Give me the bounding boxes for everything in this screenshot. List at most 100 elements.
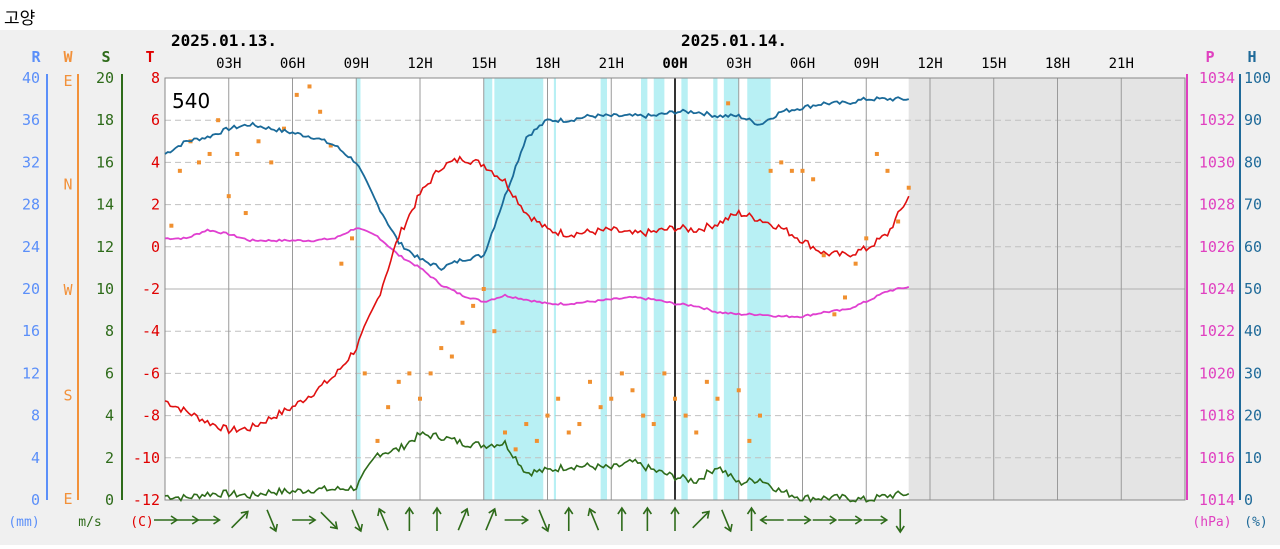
wind-dir-point: [864, 236, 869, 241]
wind-dir-point: [386, 405, 391, 410]
wind-dir-point: [715, 396, 720, 401]
wind-dir-point: [588, 379, 592, 384]
axis-tick-R: 28: [22, 196, 40, 214]
hour-tick-label: 09H: [344, 56, 369, 72]
hour-tick-label: 03H: [216, 56, 241, 72]
axis-header-P: P: [1205, 48, 1214, 66]
axis-tick-P: 1024: [1199, 280, 1235, 298]
wind-speed-line: [164, 430, 910, 504]
hour-tick-label: 03H: [726, 56, 751, 72]
axis-tick-W: N: [63, 176, 72, 194]
wind-dir-point: [428, 371, 433, 376]
wind-arrow: [196, 515, 221, 525]
axis-unit-P: (hPa): [1192, 515, 1231, 530]
axis-tick-H: 10: [1244, 449, 1262, 467]
wind-dir-point: [350, 236, 354, 241]
plot-border: [164, 77, 1186, 501]
wind-arrow: [432, 506, 442, 531]
axis-tick-S: 10: [96, 280, 114, 298]
wind-dir-point: [545, 413, 550, 418]
axis-tick-T: 6: [151, 111, 160, 129]
wind-dir-point: [556, 396, 561, 401]
wind-arrow: [504, 515, 530, 525]
wind-dir-point: [651, 422, 656, 427]
wind-arrow: [721, 509, 733, 533]
axis-tick-S: 8: [105, 322, 114, 340]
wind-dir-point: [256, 139, 261, 144]
wind-dir-point: [418, 396, 422, 401]
wind-dir-point: [534, 438, 539, 443]
wind-dir-point: [853, 261, 858, 266]
wind-arrow: [587, 507, 600, 531]
wind-dir-point: [789, 168, 794, 173]
axis-tick-T: -8: [142, 407, 160, 425]
axis-tick-S: 12: [96, 238, 114, 256]
wind-dir-point: [906, 185, 911, 190]
hour-tick-label: 12H: [917, 56, 942, 72]
wind-arrow: [746, 506, 757, 531]
pressure-line: [164, 227, 910, 319]
hour-tick-label: 00H: [662, 56, 687, 72]
wind-dir-point: [243, 211, 248, 216]
wind-dir-point: [177, 168, 182, 173]
wind-dir-point: [492, 329, 497, 334]
wind-dir-point: [832, 312, 837, 317]
wind-arrow: [895, 509, 905, 534]
humidity-line: [164, 96, 910, 271]
wind-dir-point: [800, 168, 805, 173]
axis-tick-T: -4: [142, 322, 160, 340]
wind-arrow: [266, 509, 279, 533]
plot-id: 540: [172, 89, 210, 113]
axis-tick-H: 20: [1244, 407, 1262, 425]
axis-tick-H: 90: [1244, 111, 1262, 129]
axis-tick-S: 4: [105, 407, 114, 425]
hour-tick-label: 12H: [407, 56, 432, 72]
axis-tick-P: 1020: [1199, 364, 1235, 382]
wind-dir-point: [207, 151, 212, 156]
axis-tick-P: 1018: [1199, 407, 1235, 425]
axis-tick-S: 18: [96, 111, 114, 129]
wind-arrow: [231, 510, 249, 529]
wind-dir-point: [396, 379, 401, 384]
date-label: 2025.01.14.: [681, 31, 787, 50]
wind-dir-point: [328, 143, 333, 148]
wind-arrow: [351, 509, 364, 533]
hour-tick-label: 09H: [854, 56, 879, 72]
wind-arrow: [485, 507, 497, 531]
wind-dir-point: [843, 295, 847, 300]
axis-tick-S: 6: [105, 364, 114, 382]
wind-dir-point: [673, 396, 677, 401]
axis-tick-R: 20: [22, 280, 40, 298]
axis-tick-H: 60: [1244, 238, 1262, 256]
axis-header-S: S: [101, 48, 110, 66]
wind-dir-point: [577, 422, 582, 427]
wind-arrow: [642, 506, 653, 531]
wind-arrow: [320, 511, 339, 530]
axis-tick-R: 12: [22, 364, 40, 382]
wind-arrow: [670, 506, 680, 531]
axis-header-H: H: [1247, 48, 1256, 66]
axis-tick-H: 0: [1244, 491, 1253, 509]
wind-arrow: [617, 506, 627, 531]
wind-dir-point: [197, 160, 201, 165]
wind-dir-point: [449, 354, 454, 359]
wind-dir-point: [768, 168, 773, 173]
axis-tick-W: E: [63, 72, 72, 90]
axis-tick-H: 30: [1244, 364, 1262, 382]
axis-unit-H: (%): [1244, 515, 1267, 530]
axis-tick-T: 2: [151, 196, 160, 214]
axis-tick-P: 1034: [1199, 69, 1235, 87]
axis-tick-H: 100: [1244, 69, 1271, 87]
axis-header-R: R: [31, 48, 41, 66]
wind-dir-point: [874, 151, 879, 156]
hour-tick-label: 06H: [280, 56, 305, 72]
wind-dir-point: [294, 92, 299, 97]
axis-tick-R: 32: [22, 153, 40, 171]
axis-tick-S: 0: [105, 491, 114, 509]
wind-dir-point: [235, 151, 240, 156]
wind-arrow: [838, 515, 863, 525]
wind-dir-point: [503, 430, 507, 435]
hour-tick-label: 18H: [535, 56, 560, 72]
wind-arrow: [457, 507, 470, 531]
wind-dir-point: [630, 388, 635, 393]
